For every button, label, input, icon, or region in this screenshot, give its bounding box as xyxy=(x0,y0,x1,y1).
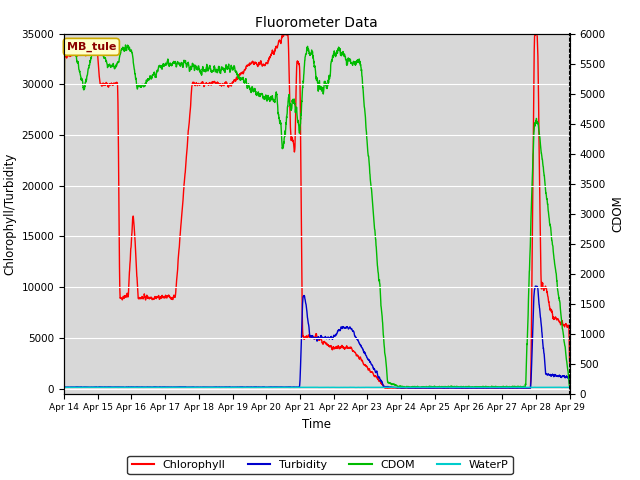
Legend: Chlorophyll, Turbidity, CDOM, WaterP: Chlorophyll, Turbidity, CDOM, WaterP xyxy=(127,456,513,474)
X-axis label: Time: Time xyxy=(302,418,332,431)
Y-axis label: Chlorophyll/Turbidity: Chlorophyll/Turbidity xyxy=(3,153,16,275)
Text: MB_tule: MB_tule xyxy=(67,42,116,52)
Y-axis label: CDOM: CDOM xyxy=(611,195,624,232)
Title: Fluorometer Data: Fluorometer Data xyxy=(255,16,378,30)
